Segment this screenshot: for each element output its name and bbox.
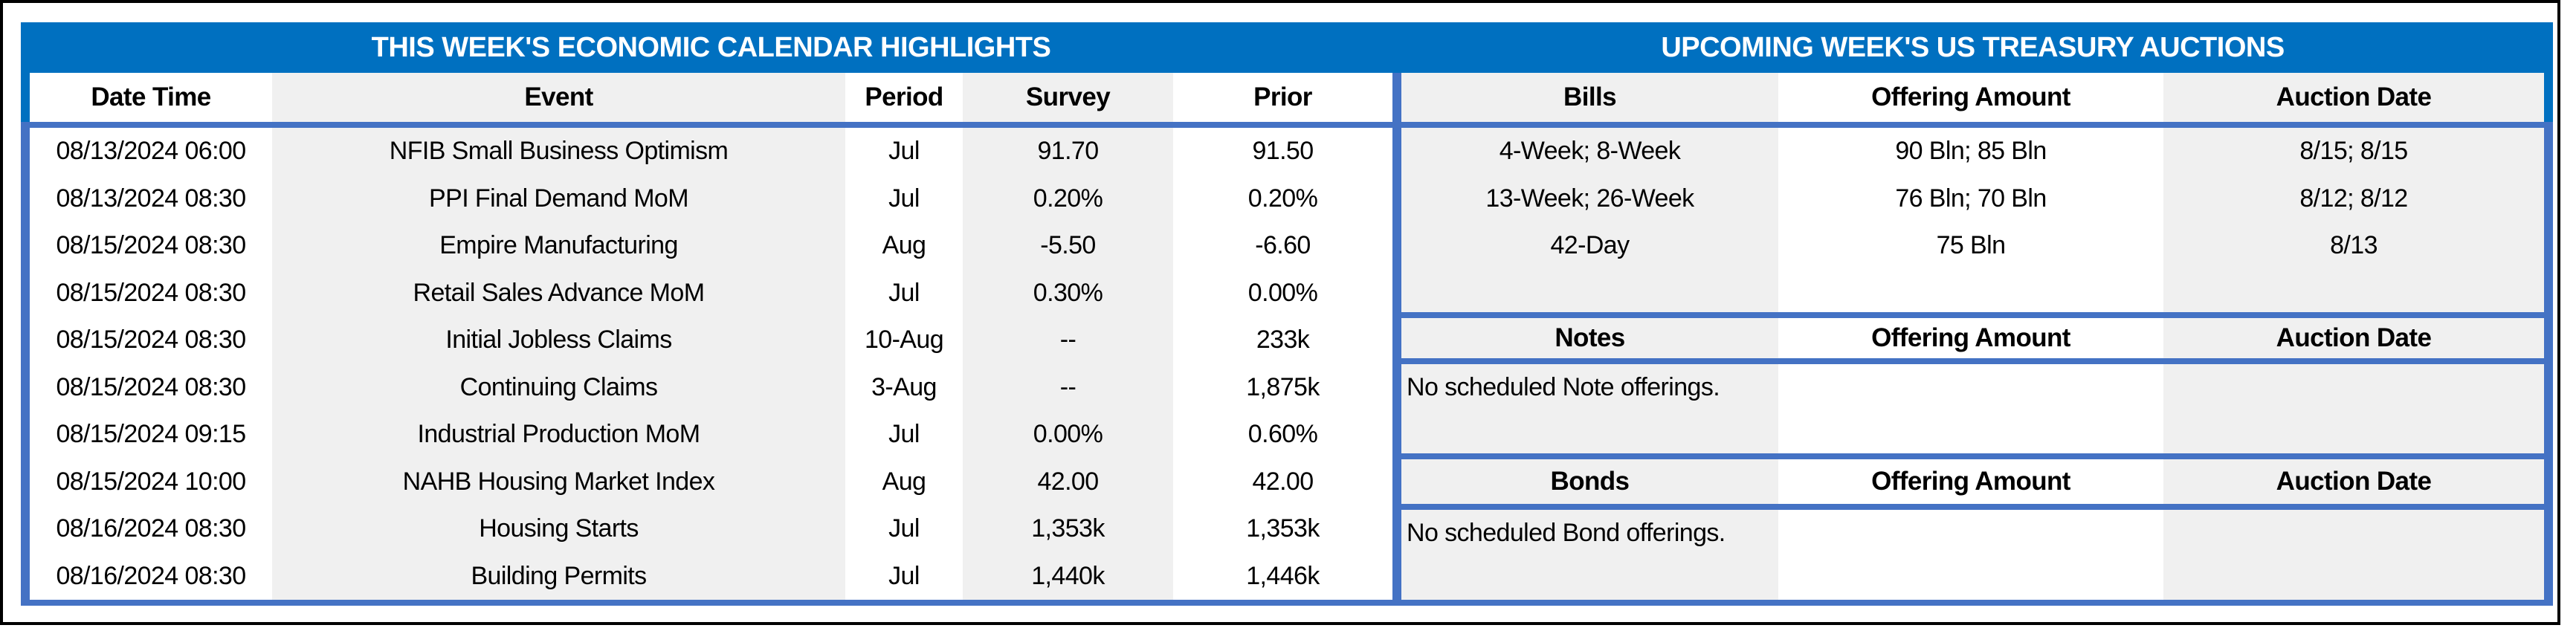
table-cell: 08/16/2024 08:30: [56, 514, 246, 543]
stripe-survey: [963, 73, 1173, 600]
table-cell: 0.00%: [1247, 279, 1318, 307]
stripe-period: [845, 73, 963, 600]
table-cell: --: [1059, 373, 1076, 401]
col-header-notes: Notes: [1555, 323, 1625, 352]
notes-header-rule: [1401, 358, 2544, 364]
table-cell: Jul: [888, 420, 920, 448]
table-cell: 08/15/2024 08:30: [56, 279, 246, 307]
col-header-auction-date: Auction Date: [2276, 82, 2432, 111]
col-header-bonds-auction-date: Auction Date: [2276, 467, 2432, 496]
table-cell: 1,353k: [1246, 514, 1320, 543]
table-cell: Aug: [882, 231, 926, 259]
table-cell: 0.20%: [1033, 184, 1103, 213]
table-cell: 08/15/2024 08:30: [56, 231, 246, 259]
auctions-section-title: UPCOMING WEEK'S US TREASURY AUCTIONS: [1661, 32, 2285, 63]
col-header-date-time: Date Time: [91, 82, 211, 111]
table-cell: 91.70: [1037, 137, 1099, 165]
table-cell: Jul: [888, 279, 920, 307]
stripe-auction-date: [2163, 73, 2544, 600]
table-cell: 08/15/2024 10:00: [56, 467, 246, 496]
table-cell: 90 Bln; 85 Bln: [1895, 137, 2047, 165]
table-cell: Continuing Claims: [459, 373, 658, 401]
table-cell: 0.00%: [1033, 420, 1103, 448]
left-border-header: [21, 73, 30, 122]
col-header-bills: Bills: [1563, 82, 1617, 111]
bills-bottom-rule: [1401, 312, 2544, 318]
table-cell: 8/12; 8/12: [2299, 184, 2408, 213]
bonds-empty-message: No scheduled Bond offerings.: [1407, 519, 1726, 547]
table-cell: Aug: [882, 467, 926, 496]
table-cell: PPI Final Demand MoM: [429, 184, 689, 213]
table-cell: 3-Aug: [871, 373, 937, 401]
table-cell: 0.60%: [1247, 420, 1318, 448]
table-cell: Jul: [888, 514, 920, 543]
table-cell: Jul: [888, 184, 920, 213]
col-header-prior: Prior: [1253, 82, 1312, 111]
stripe-prior: [1173, 73, 1392, 600]
col-header-bonds-offering-amount: Offering Amount: [1871, 467, 2070, 496]
col-header-survey: Survey: [1025, 82, 1111, 111]
table-cell: 08/15/2024 08:30: [56, 373, 246, 401]
stripe-event: [272, 73, 845, 600]
col-header-event: Event: [524, 82, 593, 111]
table-cell: 1,353k: [1031, 514, 1105, 543]
bonds-header-rule: [1401, 504, 2544, 510]
table-cell: 76 Bln; 70 Bln: [1895, 184, 2047, 213]
right-border-body: [2544, 122, 2553, 606]
col-header-offering-amount: Offering Amount: [1871, 82, 2070, 111]
stripe-offering: [1778, 73, 2163, 600]
table-cell: 08/15/2024 08:30: [56, 326, 246, 354]
table-cell: 1,875k: [1246, 373, 1320, 401]
table-cell: NFIB Small Business Optimism: [389, 137, 729, 165]
bottom-border: [21, 600, 2553, 606]
col-header-notes-auction-date: Auction Date: [2276, 323, 2432, 352]
calendar-section-title: THIS WEEK'S ECONOMIC CALENDAR HIGHLIGHTS: [371, 32, 1051, 63]
table-cell: Retail Sales Advance MoM: [413, 279, 706, 307]
notes-empty-message: No scheduled Note offerings.: [1407, 373, 1720, 401]
table-cell: -5.50: [1040, 231, 1096, 259]
table-cell: -6.60: [1255, 231, 1311, 259]
col-header-bonds: Bonds: [1550, 467, 1630, 496]
table-cell: 233k: [1256, 326, 1310, 354]
title-bar: [21, 22, 2553, 73]
table-cell: 4-Week; 8-Week: [1499, 137, 1681, 165]
right-border-header: [2544, 73, 2553, 122]
table-cell: Building Permits: [471, 562, 647, 590]
stripe-bills: [1401, 73, 1778, 600]
table-cell: 10-Aug: [864, 326, 944, 354]
table-cell: Jul: [888, 562, 920, 590]
table-cell: --: [1059, 326, 1076, 354]
table-cell: 42-Day: [1550, 231, 1630, 259]
table-cell: 13-Week; 26-Week: [1485, 184, 1694, 213]
table-cell: 42.00: [1037, 467, 1099, 496]
col-header-period: Period: [865, 82, 943, 111]
table-cell: 91.50: [1252, 137, 1314, 165]
header-separator: [21, 122, 2553, 128]
table-cell: 1,440k: [1031, 562, 1105, 590]
table-cell: NAHB Housing Market Index: [402, 467, 715, 496]
table-cell: 0.20%: [1247, 184, 1318, 213]
table-cell: 75 Bln: [1936, 231, 2006, 259]
table-cell: 08/16/2024 08:30: [56, 562, 246, 590]
table-cell: 08/15/2024 09:15: [56, 420, 246, 448]
table-cell: 42.00: [1252, 467, 1314, 496]
table-cell: Empire Manufacturing: [439, 231, 678, 259]
table-cell: 0.30%: [1033, 279, 1103, 307]
table-cell: Initial Jobless Claims: [445, 326, 672, 354]
table-cell: 08/13/2024 06:00: [56, 137, 246, 165]
table-cell: Housing Starts: [479, 514, 639, 543]
table-cell: 08/13/2024 08:30: [56, 184, 246, 213]
stripe-date-time: [30, 73, 272, 600]
table-cell: 8/15; 8/15: [2299, 137, 2408, 165]
table-cell: Jul: [888, 137, 920, 165]
table-cell: 1,446k: [1246, 562, 1320, 590]
section-divider: [1392, 73, 1401, 600]
table-cell: 8/13: [2330, 231, 2378, 259]
table-cell: Industrial Production MoM: [417, 420, 701, 448]
notes-bottom-rule: [1401, 453, 2544, 459]
col-header-notes-offering-amount: Offering Amount: [1871, 323, 2070, 352]
left-border-body: [21, 122, 30, 606]
